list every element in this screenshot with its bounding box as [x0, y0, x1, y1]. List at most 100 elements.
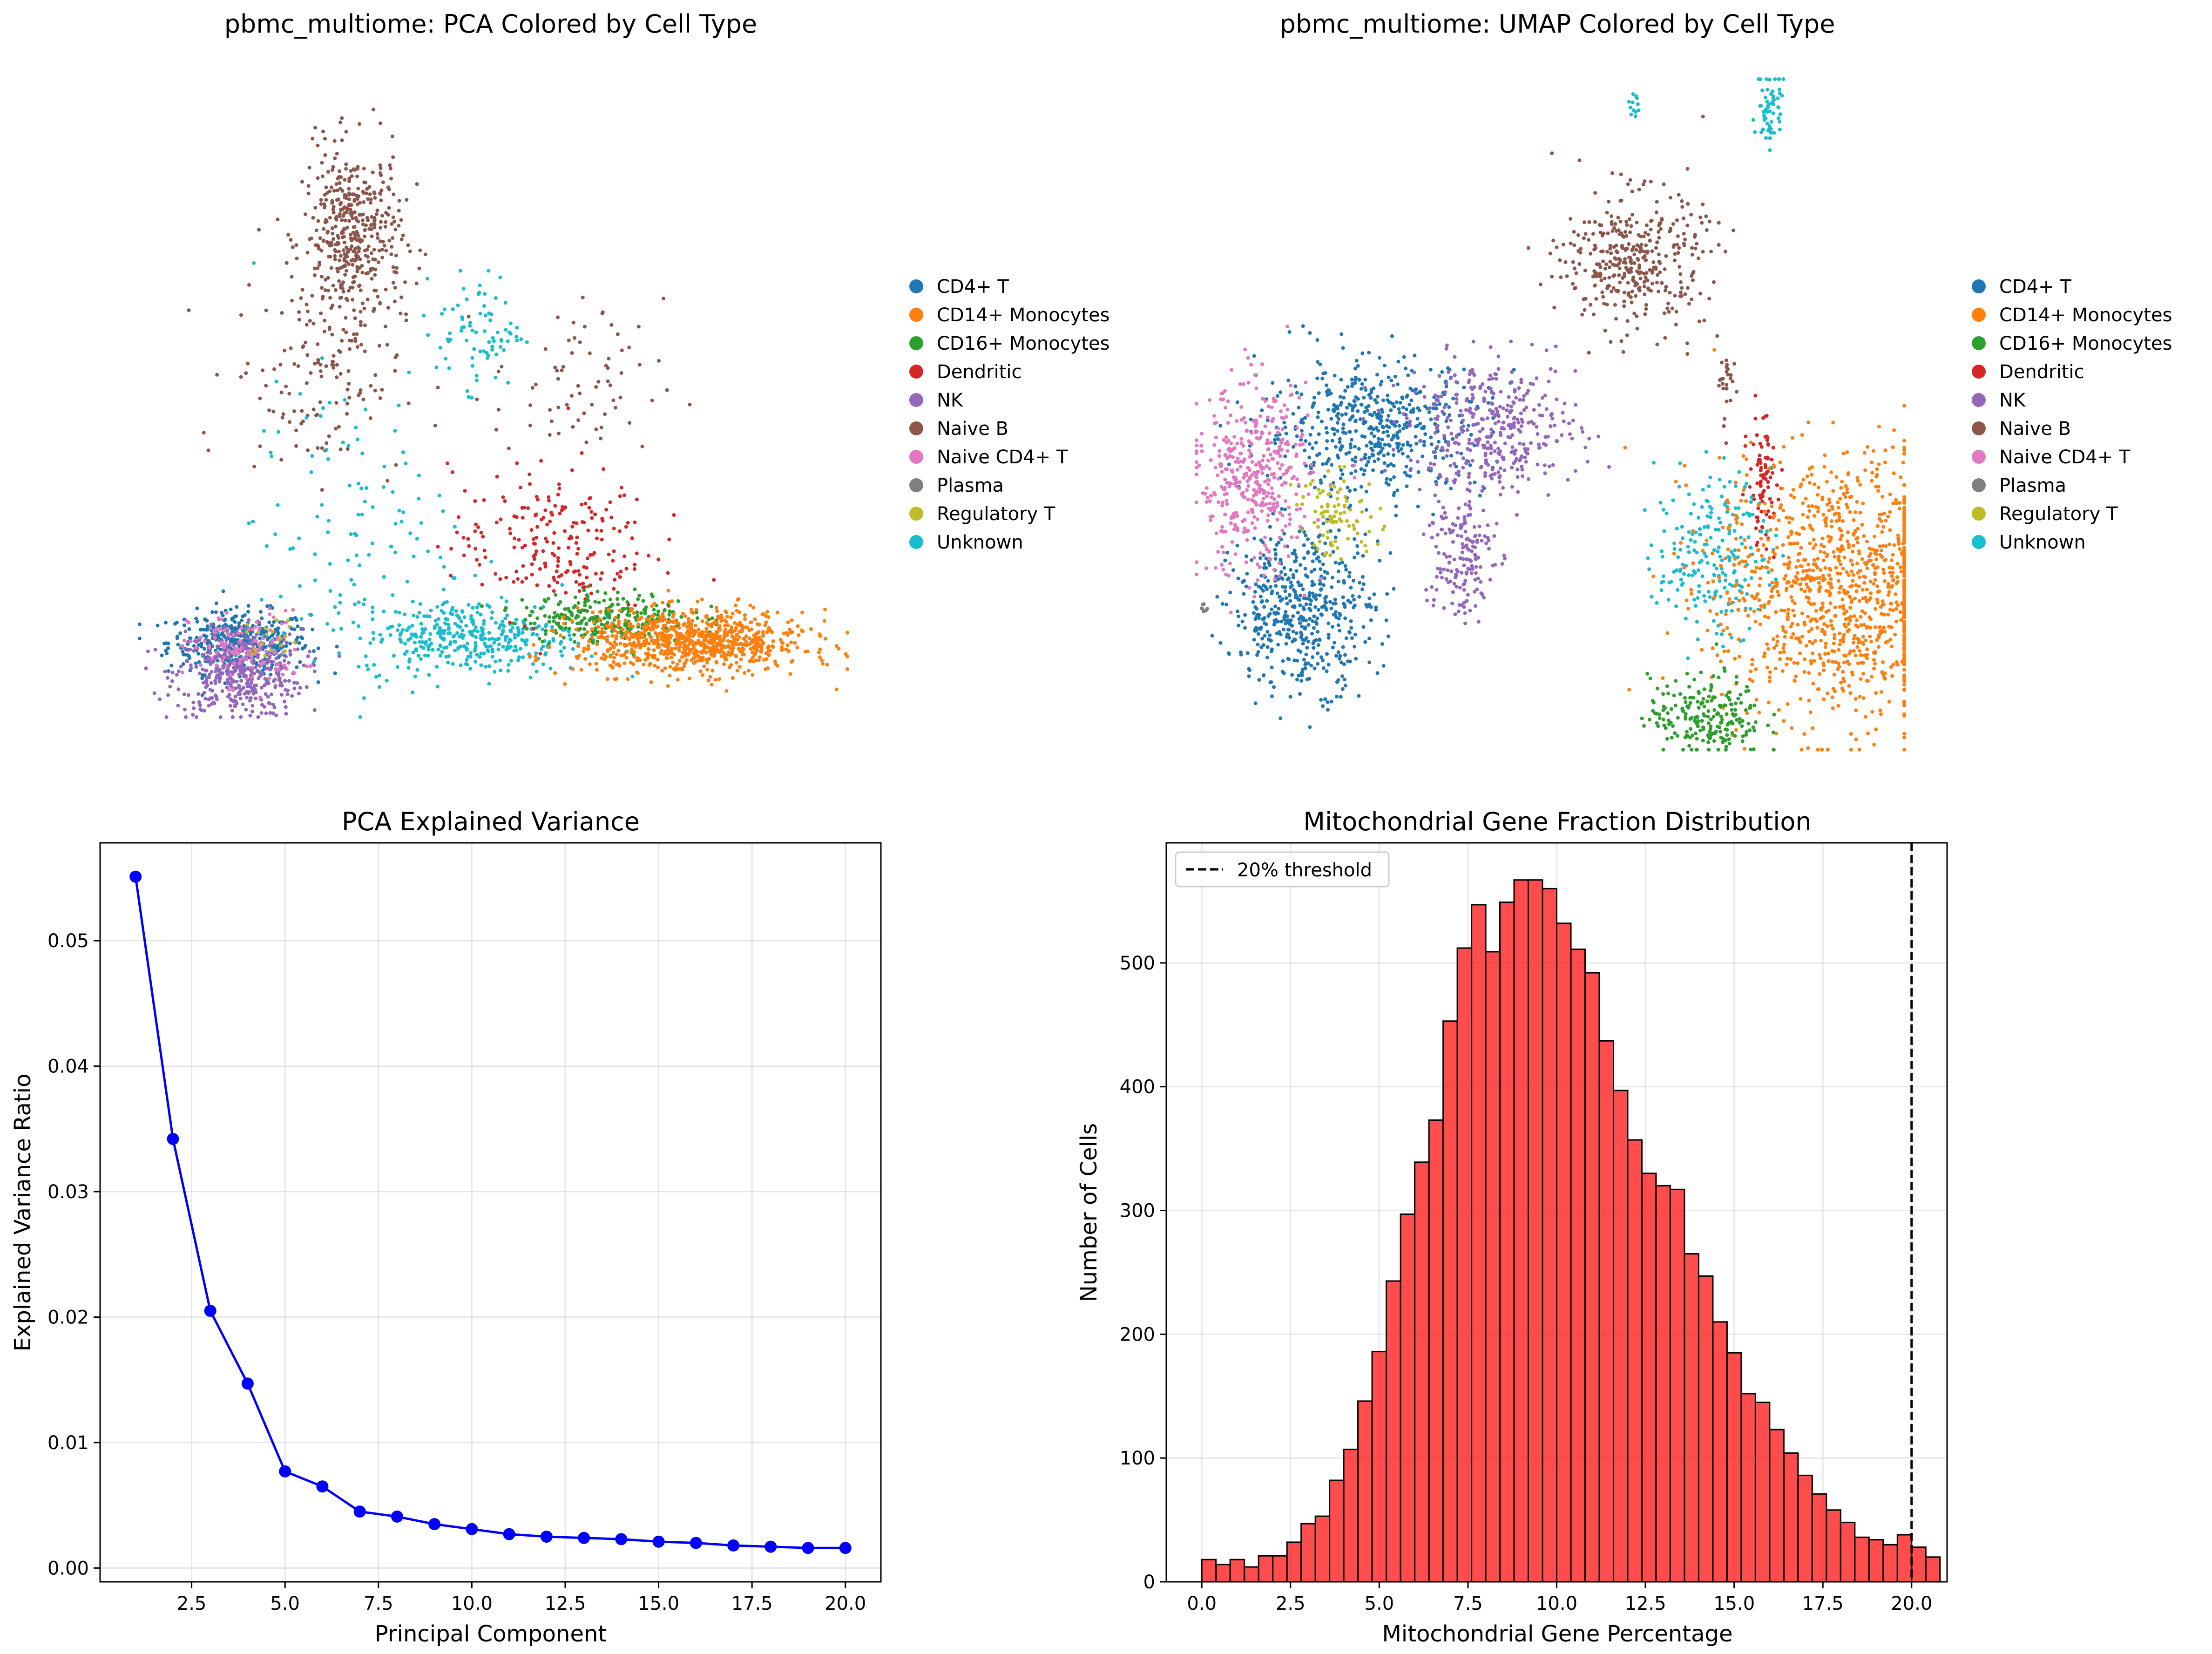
point-unknown: [488, 318, 493, 322]
point-cd4-t: [1245, 554, 1249, 558]
point-cd4-t: [1304, 533, 1308, 537]
point-naive-cd4-t: [1266, 459, 1270, 463]
point-naive-b: [373, 373, 378, 377]
point-naive-b: [414, 281, 419, 285]
point-naive-b: [320, 446, 324, 450]
point-cd14-monocytes: [719, 654, 724, 658]
point-regulatory-t: [287, 624, 291, 629]
point-unknown: [419, 622, 423, 626]
point-cd4-t: [1342, 662, 1346, 666]
point-unknown: [498, 668, 502, 672]
point-naive-cd4-t: [1298, 507, 1302, 511]
point-cd14-monocytes: [640, 643, 644, 646]
point-unknown: [428, 632, 433, 636]
point-cd4-t: [1333, 373, 1337, 378]
point-cd14-monocytes: [730, 651, 734, 656]
point-cd4-t: [1310, 583, 1314, 588]
point-cd4-t: [1307, 677, 1312, 681]
point-nk: [184, 715, 188, 719]
point-cd14-monocytes: [669, 625, 673, 629]
point-naive-cd4-t: [274, 667, 278, 671]
point-cd14-monocytes: [534, 655, 537, 659]
point-naive-cd4-t: [181, 671, 184, 675]
point-cd14-monocytes: [780, 640, 784, 644]
point-unknown: [460, 317, 465, 321]
point-naive-cd4-t: [1266, 477, 1270, 481]
point-naive-cd4-t: [1242, 530, 1246, 534]
point-cd4-t: [1349, 619, 1353, 623]
point-cd14-monocytes: [645, 617, 649, 621]
point-cd4-t: [198, 628, 203, 632]
point-unknown: [489, 560, 494, 564]
point-nk: [158, 697, 162, 701]
point-cd4-t: [1323, 697, 1327, 701]
point-cd4-t: [1319, 478, 1323, 482]
point-cd4-t: [1381, 398, 1385, 402]
point-unknown: [415, 536, 419, 541]
point-cd4-t: [1329, 391, 1333, 395]
point-cd14-monocytes: [528, 654, 532, 658]
point-cd4-t: [1307, 607, 1312, 611]
point-dendritic: [624, 567, 629, 571]
point-naive-b: [303, 212, 307, 217]
point-naive-cd4-t: [291, 608, 295, 612]
point-cd14-monocytes: [736, 597, 740, 601]
point-naive-b: [381, 240, 385, 244]
point-naive-b: [415, 182, 419, 186]
point-naive-b: [588, 351, 592, 355]
point-naive-b: [507, 446, 511, 450]
point-cd4-t: [1299, 679, 1304, 683]
point-naive-b: [556, 315, 560, 319]
point-nk: [225, 669, 230, 672]
point-cd4-t: [1330, 585, 1334, 590]
point-cd4-t: [1322, 576, 1326, 580]
point-cd14-monocytes: [672, 653, 676, 657]
point-nk: [288, 653, 292, 657]
point-cd4-t: [1245, 572, 1249, 576]
point-cd4-t: [1342, 579, 1346, 583]
point-cd16-monocytes: [546, 597, 550, 601]
point-dendritic: [624, 525, 628, 529]
point-naive-b: [363, 234, 367, 238]
point-unknown: [503, 638, 507, 642]
point-naive-b: [356, 186, 360, 190]
point-nk: [337, 654, 341, 658]
point-cd14-monocytes: [622, 653, 626, 657]
point-naive-b: [604, 364, 608, 368]
point-unknown: [382, 485, 386, 489]
point-dendritic: [588, 553, 592, 557]
point-cd4-t: [1281, 585, 1285, 589]
point-naive-cd4-t: [1244, 420, 1248, 425]
point-cd14-monocytes: [680, 655, 684, 659]
point-nk: [245, 685, 250, 689]
point-unknown: [489, 616, 494, 620]
point-naive-b: [391, 155, 395, 159]
point-cd16-monocytes: [602, 616, 606, 620]
point-cd4-t: [1331, 481, 1335, 485]
point-naive-b: [356, 345, 359, 349]
point-cd4-t: [1366, 460, 1370, 464]
point-naive-b: [379, 198, 383, 203]
point-unknown: [497, 643, 501, 646]
point-cd4-t: [1303, 416, 1307, 420]
point-cd4-t: [1271, 381, 1275, 385]
point-naive-b: [365, 187, 369, 191]
point-nk: [239, 678, 244, 683]
point-naive-b: [338, 447, 343, 451]
point-cd4-t: [1253, 590, 1257, 594]
point-naive-b: [333, 254, 337, 258]
point-naive-cd4-t: [1258, 490, 1262, 494]
point-dendritic: [563, 505, 568, 509]
point-cd14-monocytes: [647, 625, 651, 630]
point-dendritic: [515, 461, 519, 465]
point-cd4-t: [1337, 417, 1341, 421]
point-nk: [221, 671, 225, 675]
point-unknown: [411, 690, 415, 694]
point-unknown: [531, 662, 535, 666]
point-cd4-t: [1367, 456, 1372, 460]
point-cd4-t: [214, 601, 218, 605]
point-cd14-monocytes: [642, 663, 646, 667]
point-unknown: [417, 610, 421, 615]
point-naive-cd4-t: [1253, 526, 1257, 530]
point-cd4-t: [217, 624, 221, 629]
